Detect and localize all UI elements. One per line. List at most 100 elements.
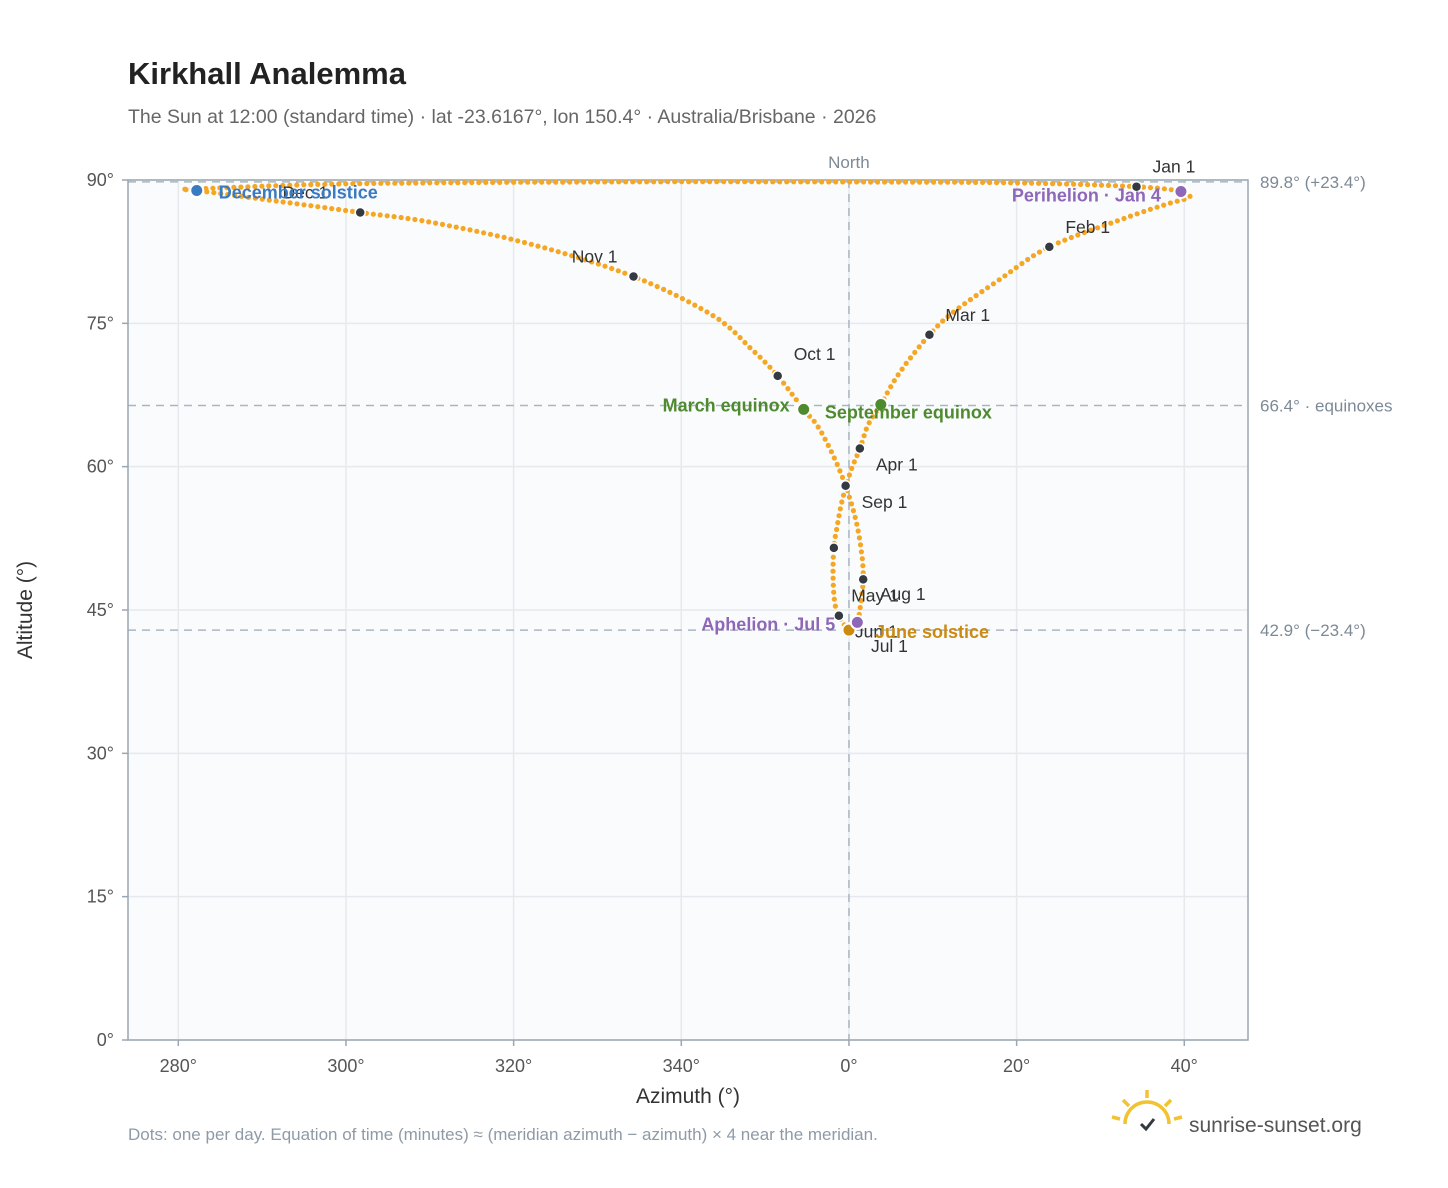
day-dot bbox=[1050, 181, 1056, 187]
month-label: Nov 1 bbox=[572, 247, 618, 267]
day-dot bbox=[616, 179, 622, 185]
day-dot bbox=[710, 313, 716, 319]
day-dot bbox=[870, 414, 876, 420]
day-dot bbox=[815, 424, 821, 430]
day-dot bbox=[679, 296, 686, 302]
y-tick-label: 45° bbox=[87, 600, 114, 620]
day-dot bbox=[917, 179, 923, 185]
day-dot bbox=[861, 433, 867, 439]
day-dot bbox=[1095, 225, 1101, 231]
y-tick-label: 90° bbox=[87, 170, 114, 190]
day-dot bbox=[574, 179, 580, 185]
day-dot bbox=[831, 596, 837, 602]
day-dot bbox=[837, 468, 843, 474]
day-dot bbox=[826, 179, 832, 185]
day-dot bbox=[1147, 206, 1153, 212]
day-dot bbox=[1154, 185, 1160, 191]
day-dot bbox=[329, 181, 335, 187]
day-dot bbox=[384, 213, 390, 219]
event-label: Aphelion · Jul 5 bbox=[701, 614, 835, 634]
day-dot bbox=[884, 390, 890, 396]
day-dot bbox=[238, 193, 245, 199]
day-dot bbox=[377, 212, 383, 218]
month-label: Mar 1 bbox=[945, 305, 990, 325]
day-dot bbox=[903, 360, 909, 366]
day-dot bbox=[287, 200, 293, 206]
month-label: Sep 1 bbox=[862, 492, 908, 512]
day-dot bbox=[385, 180, 391, 186]
chart-title: Kirkhall Analemma bbox=[128, 56, 407, 91]
day-dot bbox=[882, 179, 888, 185]
day-dot bbox=[569, 253, 575, 259]
day-dot bbox=[831, 589, 837, 595]
day-dot bbox=[994, 180, 1000, 186]
day-dot bbox=[308, 182, 314, 188]
day-dot bbox=[630, 179, 636, 185]
day-dot bbox=[490, 179, 496, 185]
day-dot bbox=[273, 183, 279, 189]
day-dot bbox=[1025, 256, 1031, 263]
day-dot bbox=[602, 263, 608, 269]
day-dot bbox=[392, 180, 398, 186]
day-dot bbox=[973, 293, 979, 299]
x-tick-label: 20° bbox=[1003, 1056, 1030, 1076]
day-dot bbox=[273, 198, 279, 204]
day-dot bbox=[924, 179, 930, 185]
day-dot bbox=[980, 179, 986, 185]
day-dot bbox=[460, 225, 466, 232]
day-dot bbox=[686, 299, 692, 305]
event-marker bbox=[849, 614, 865, 630]
day-dot bbox=[553, 179, 559, 185]
day-dot bbox=[343, 181, 349, 187]
day-dot bbox=[732, 330, 738, 336]
day-dot bbox=[692, 302, 698, 308]
day-dot bbox=[1030, 253, 1037, 259]
day-dot bbox=[834, 526, 840, 533]
day-dot bbox=[938, 179, 944, 185]
day-dot bbox=[747, 345, 753, 351]
day-dot bbox=[515, 238, 521, 244]
day-dot bbox=[535, 243, 541, 249]
day-dot bbox=[850, 508, 857, 514]
day-dot bbox=[858, 598, 864, 604]
day-dot bbox=[1057, 181, 1063, 187]
day-dot bbox=[854, 452, 860, 459]
month-label: Dec 1 bbox=[282, 182, 328, 202]
day-dot bbox=[1001, 180, 1007, 186]
reference-line-label: 66.4° · equinoxes bbox=[1260, 397, 1393, 416]
day-dot bbox=[966, 179, 972, 185]
day-dot bbox=[1071, 181, 1077, 187]
day-dot bbox=[840, 179, 846, 185]
month-label: Aug 1 bbox=[880, 584, 926, 604]
day-dot bbox=[837, 506, 843, 512]
day-dot bbox=[996, 277, 1002, 283]
day-dot bbox=[863, 426, 869, 432]
day-dot bbox=[623, 179, 629, 185]
x-axis-label: Azimuth (°) bbox=[636, 1085, 740, 1108]
day-dot bbox=[521, 239, 528, 246]
day-dot bbox=[861, 179, 867, 185]
day-dot bbox=[481, 230, 487, 236]
brand-name: sunrise-sunset.org bbox=[1189, 1114, 1362, 1137]
event-label: Perihelion · Jan 4 bbox=[1012, 185, 1161, 205]
day-dot bbox=[426, 219, 432, 225]
day-dot bbox=[830, 582, 836, 588]
day-dot bbox=[405, 215, 411, 222]
day-dot bbox=[504, 179, 510, 185]
month-label: May 1 bbox=[851, 585, 899, 605]
day-dot bbox=[985, 285, 991, 291]
day-dot bbox=[231, 184, 237, 190]
day-dot bbox=[661, 286, 667, 292]
day-dot bbox=[855, 528, 861, 534]
day-dot bbox=[834, 461, 840, 467]
day-dot bbox=[819, 179, 825, 185]
day-dot bbox=[419, 218, 425, 224]
day-dot bbox=[1101, 222, 1107, 228]
day-dot bbox=[474, 228, 480, 234]
day-dot bbox=[412, 216, 418, 223]
y-tick-label: 0° bbox=[97, 1030, 114, 1050]
day-dot bbox=[1187, 193, 1193, 199]
day-dot bbox=[487, 231, 494, 237]
day-dot bbox=[822, 436, 828, 442]
month-label: Apr 1 bbox=[876, 455, 918, 475]
